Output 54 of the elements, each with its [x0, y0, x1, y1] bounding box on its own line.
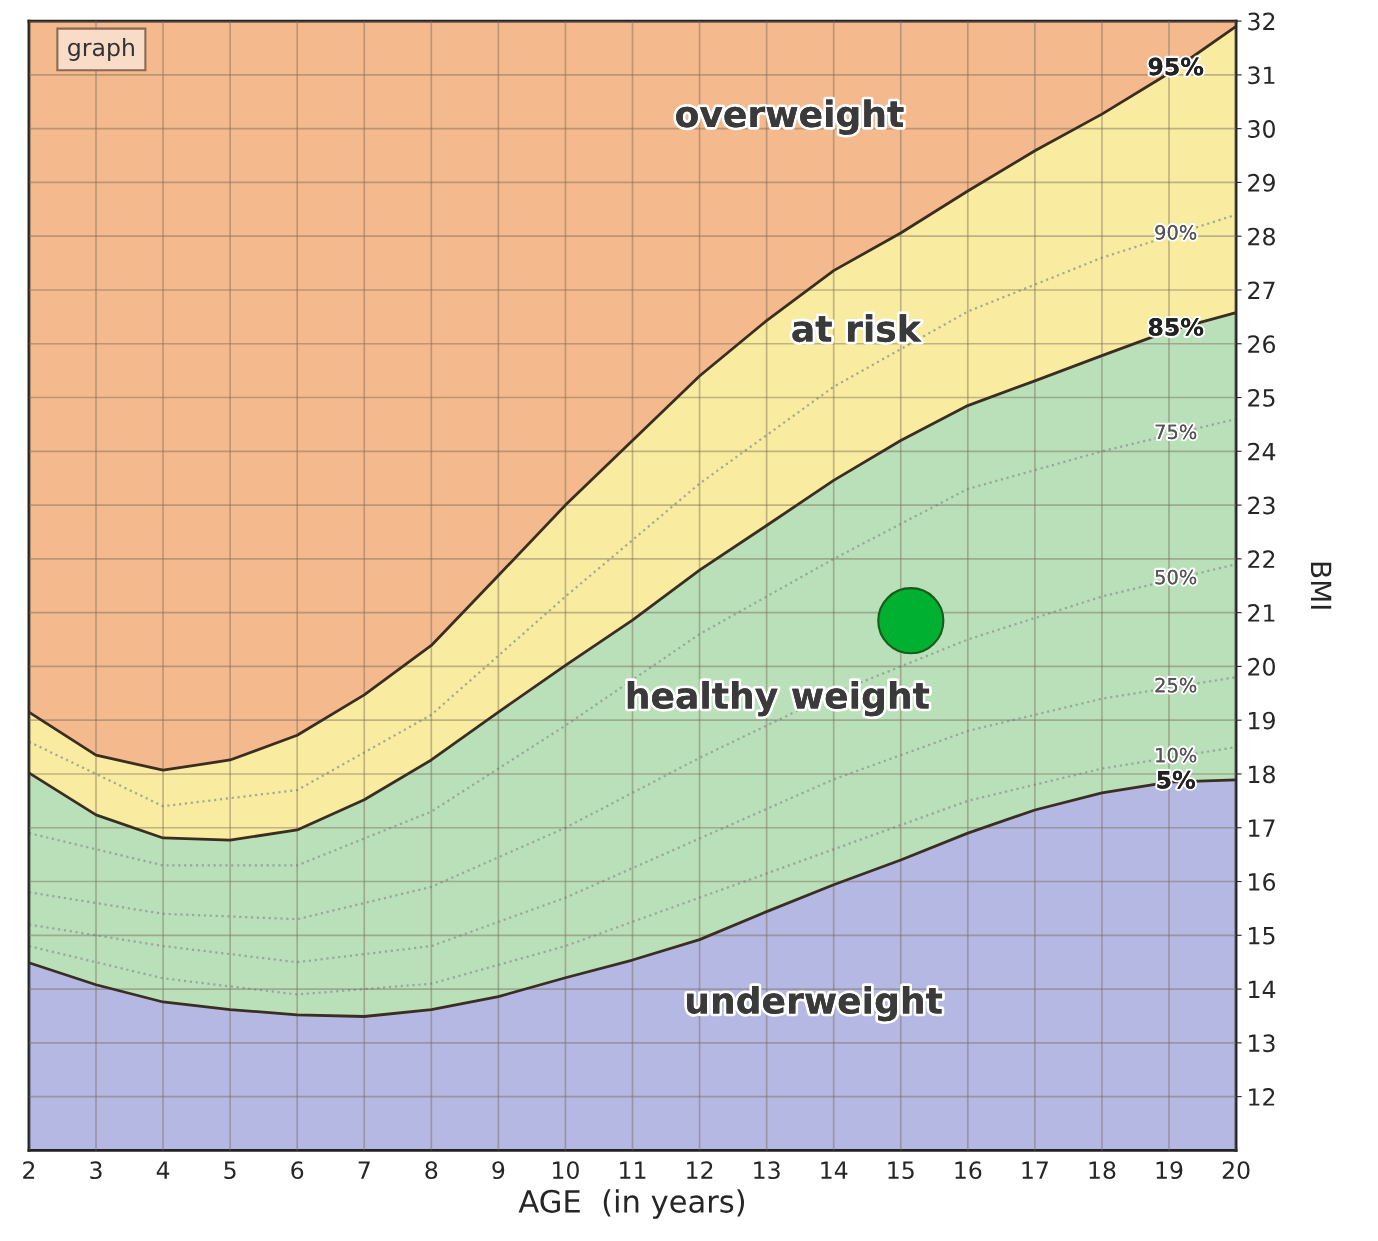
annotation: at risk [792, 314, 922, 343]
x-tick-label: 7 [358, 1161, 370, 1179]
annotation: overweight [676, 99, 904, 135]
y-tick-label: 23 [1248, 496, 1275, 515]
x-tick-label: 3 [90, 1161, 102, 1180]
y-tick-label: 32 [1248, 12, 1275, 31]
x-tick-label: 11 [620, 1161, 646, 1179]
series-label: 75% [1155, 424, 1197, 440]
x-tick-label: 19 [1156, 1161, 1183, 1180]
y-tick-label: 16 [1249, 872, 1276, 891]
y-tick-label: 26 [1248, 335, 1276, 354]
y-tick-label: 18 [1249, 765, 1275, 784]
y-tick-label: 22 [1248, 550, 1275, 568]
x-tick-label: 8 [425, 1161, 438, 1180]
x-tick-label: 6 [291, 1161, 304, 1180]
x-tick-label: 4 [156, 1161, 170, 1179]
x-tick-label: 18 [1089, 1161, 1116, 1180]
x-tick-label: 10 [553, 1161, 579, 1180]
x-axis-title: AGE (in years) [518, 1189, 745, 1219]
x-tick-label: 9 [492, 1161, 505, 1180]
y-tick-label: 14 [1249, 980, 1276, 999]
x-tick-label: 14 [821, 1161, 848, 1179]
series-label: 90% [1155, 224, 1197, 240]
y-tick-label: 25 [1248, 388, 1275, 407]
y-tick-label: 24 [1248, 442, 1276, 461]
y-tick-label: 29 [1248, 173, 1275, 192]
y-axis-title: BMI [1310, 562, 1332, 609]
line-series [28, 417, 1237, 867]
y-tick-label: 15 [1249, 927, 1275, 945]
series-label: 50% [1155, 569, 1197, 585]
x-tick-label: 13 [754, 1161, 780, 1180]
y-tick-label: 12 [1249, 1088, 1275, 1106]
annotation: underweight [687, 985, 943, 1022]
y-tick-label: 28 [1248, 227, 1275, 246]
y-tick-label: 13 [1249, 1034, 1275, 1053]
y-tick-label: 27 [1248, 281, 1275, 299]
annotation: graph [68, 38, 134, 61]
x-tick-label: 20 [1222, 1161, 1250, 1180]
x-tick-label: 5 [224, 1161, 236, 1180]
y-tick-label: 19 [1249, 711, 1275, 730]
y-tick-label: 17 [1249, 819, 1275, 837]
y-tick-label: 30 [1248, 120, 1275, 138]
series-label: 10% [1156, 747, 1197, 763]
y-tick-label: 21 [1248, 604, 1275, 622]
line-series [28, 676, 1237, 964]
annotation: healthy weight [627, 681, 930, 717]
y-tick-label: 31 [1248, 66, 1275, 85]
x-tick-label: 17 [1022, 1161, 1048, 1179]
x-tick-label: 15 [888, 1161, 914, 1180]
x-tick-label: 12 [687, 1161, 713, 1179]
x-tick-label: 16 [955, 1161, 982, 1180]
x-tick-label: 2 [23, 1161, 35, 1179]
y-tick-label: 20 [1248, 657, 1275, 676]
series-label: 25% [1155, 677, 1197, 693]
